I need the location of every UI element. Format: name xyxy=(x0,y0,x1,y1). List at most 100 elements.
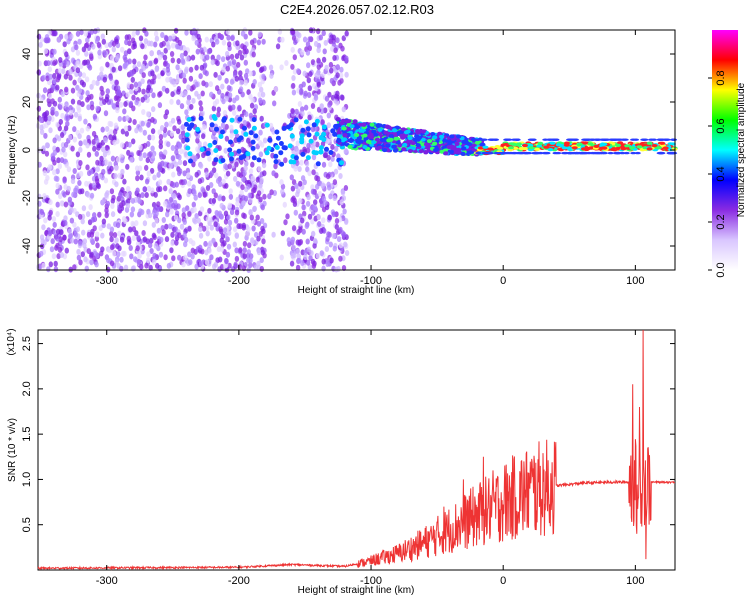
spectrogram-cell xyxy=(204,259,210,266)
spectrogram-cell xyxy=(142,186,147,193)
spectrogram-cell xyxy=(41,74,46,81)
spectrogram-cell xyxy=(393,136,399,141)
spectrogram-cell xyxy=(112,128,118,135)
spectrogram-cell xyxy=(566,146,573,150)
spectrogram-cell xyxy=(235,94,240,101)
spectrogram-cell xyxy=(260,66,265,73)
spectrogram-cell xyxy=(213,71,218,78)
spectrogram-cell xyxy=(297,166,302,172)
spectrogram-cell xyxy=(217,210,223,217)
spectrogram-cell xyxy=(300,106,305,113)
spectrogram-cell xyxy=(215,85,220,92)
spectrogram-cell xyxy=(290,108,295,114)
spectrogram-cell xyxy=(187,188,192,195)
spectrogram-cell xyxy=(241,200,246,207)
spectrogram-cell xyxy=(340,94,345,101)
spectrogram-cell xyxy=(306,194,311,201)
spectrogram-cell xyxy=(332,179,338,186)
spectrogram-cell xyxy=(298,239,304,245)
spectrogram-cell xyxy=(112,139,117,146)
spectrogram-cell xyxy=(248,29,253,36)
spectrogram-cell xyxy=(148,60,153,67)
spectrogram-cell xyxy=(371,140,377,145)
spectrogram-cell xyxy=(191,201,196,208)
spectrogram-cell xyxy=(271,170,276,177)
spectrogram-cell xyxy=(659,151,666,155)
spectrogram-cell xyxy=(91,79,97,86)
spectrogram-cell xyxy=(63,86,69,93)
spectrogram-cell xyxy=(100,232,105,239)
y-tick-label: 0.5 xyxy=(21,517,33,532)
spectrogram-cell xyxy=(548,138,554,141)
spectrogram-cell xyxy=(222,240,227,247)
spectrogram-cell xyxy=(324,146,329,152)
spectrogram-cell xyxy=(299,88,304,95)
spectrogram-cell xyxy=(518,151,525,155)
snr-series-line xyxy=(37,329,676,571)
spectrogram-cell xyxy=(667,151,674,155)
colorbar-tick-label: 0.2 xyxy=(715,214,727,229)
spectrogram-cell xyxy=(224,182,229,189)
spectrogram-cell xyxy=(239,158,244,165)
spectrogram-cell xyxy=(199,47,204,54)
spectrogram-cell xyxy=(61,146,66,153)
spectrogram-cell xyxy=(321,161,327,168)
spectrogram-cell xyxy=(247,192,252,199)
spectrogram-cell xyxy=(42,193,47,199)
spectrogram-cell xyxy=(246,122,252,129)
spectrogram-cell xyxy=(305,155,311,161)
spectrogram-cell xyxy=(383,130,389,135)
spectrogram-cell xyxy=(52,159,57,166)
spectrogram-cell xyxy=(261,73,266,80)
spectrogram-cell xyxy=(177,154,182,161)
spectrogram-cell xyxy=(41,262,46,269)
spectrogram-cell xyxy=(72,79,77,86)
spectrogram-cell xyxy=(90,104,95,111)
spectrogram-cell xyxy=(55,182,60,189)
spectrogram-cell xyxy=(220,129,225,135)
spectrogram-cell xyxy=(301,204,306,211)
spectrogram-cell xyxy=(55,211,60,217)
spectrogram-cell xyxy=(324,246,330,252)
spectrogram-cell xyxy=(555,143,562,147)
spectrogram-cell xyxy=(258,230,263,237)
spectrogram-cell xyxy=(246,89,251,96)
spectrogram-cell xyxy=(327,214,332,221)
spectrogram-cell xyxy=(225,170,231,177)
spectrogram-cell xyxy=(291,244,296,251)
spectrogram-cell xyxy=(506,138,513,141)
spectrogram-cell xyxy=(170,155,176,162)
spectrogram-cell xyxy=(68,105,73,111)
spectrogram-cell xyxy=(57,67,63,74)
spectrogram-cell xyxy=(169,130,175,137)
spectrogram-cell xyxy=(54,110,59,117)
spectrogram-cell xyxy=(242,240,248,247)
spectrogram-cell xyxy=(188,259,193,266)
spectrogram-cell xyxy=(154,217,159,224)
spectrogram-cell xyxy=(200,90,205,97)
spectrogram-cell xyxy=(204,171,209,178)
spectrogram-cell xyxy=(131,226,137,233)
spectrogram-cell xyxy=(403,130,410,135)
spectrogram-cell xyxy=(127,141,132,148)
spectrogram-cell xyxy=(629,146,635,150)
spectrogram-cell xyxy=(222,227,228,234)
spectrogram-cell xyxy=(140,192,145,199)
spectrogram-cell xyxy=(111,46,117,53)
spectrogram-cell xyxy=(163,47,168,54)
spectrogram-cell xyxy=(142,152,147,159)
spectrogram-cell xyxy=(232,241,237,248)
spectrogram-cell xyxy=(105,61,110,68)
spectrogram-cell xyxy=(89,237,95,244)
spectrogram-cell xyxy=(262,170,267,177)
spectrogram-cell xyxy=(50,98,55,105)
spectrogram-cell xyxy=(280,183,286,190)
spectrogram-cell xyxy=(310,103,316,109)
spectrogram-cell xyxy=(245,68,250,75)
spectrogram-cell xyxy=(63,201,69,208)
spectrogram-cell xyxy=(223,147,228,154)
spectrogram-cell xyxy=(151,221,156,228)
spectrogram-cell xyxy=(250,161,255,168)
spectrogram-cell xyxy=(340,45,345,52)
spectrogram-cell xyxy=(155,262,160,269)
